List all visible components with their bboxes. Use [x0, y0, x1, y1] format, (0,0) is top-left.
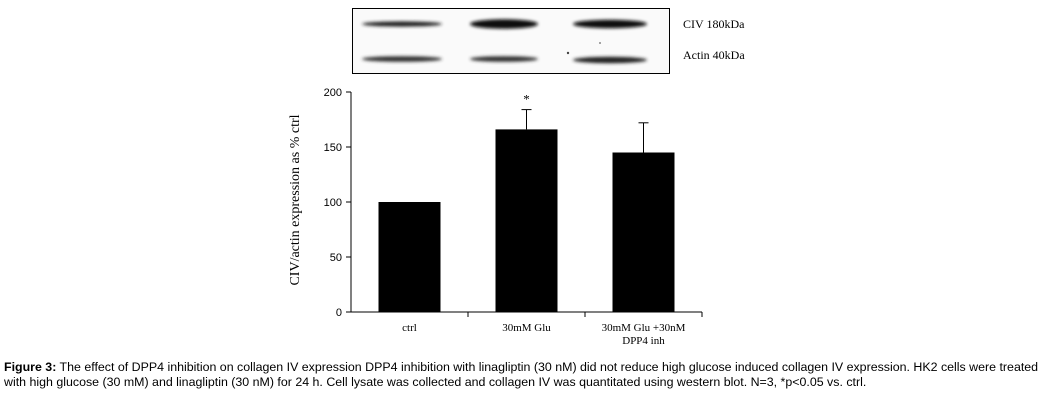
blot-label-actin: Actin 40kDa: [683, 48, 745, 62]
y-tick-label: 200: [324, 87, 342, 99]
figure-caption: Figure 3: The effect of DPP4 inhibition …: [4, 360, 1044, 390]
bar-chart: 0 50 100 150 200 ctrl * 30mM Glu 30mM Glu +30nMD…: [288, 87, 703, 347]
y-tick-label: 50: [330, 252, 342, 264]
caption-text: The effect of DPP4 inhibition on collage…: [4, 360, 1039, 389]
actin-band-ctrl: [362, 56, 442, 62]
x-category-label: DPP4 inh: [622, 335, 665, 347]
chart-layer: 0 50 100 150 200 ctrl * 30mM Glu 30mM Glu +30nMD…: [288, 87, 703, 347]
bar: [495, 129, 558, 312]
x-category-label: 30mM Glu +30nM: [602, 322, 686, 334]
blot-artifact: [566, 51, 570, 55]
x-category-label: ctrl: [402, 322, 417, 334]
y-axis-label: CIV/actin expression as % ctrl: [288, 114, 303, 285]
y-tick-label: 0: [336, 307, 342, 319]
y-tick-label: 150: [324, 142, 342, 154]
bar: [612, 152, 675, 312]
y-tick-label: 100: [324, 197, 342, 209]
actin-band-glu-dpp4: [573, 56, 647, 64]
bar: [378, 202, 441, 312]
significance-annotation: *: [523, 92, 530, 107]
civ-band-glu: [470, 19, 538, 29]
western-blot-panel: [352, 8, 670, 74]
blot-bands: [362, 19, 647, 64]
caption-label: Figure 3:: [4, 360, 57, 374]
civ-band-glu-dpp4: [573, 19, 647, 29]
actin-band-glu: [470, 56, 538, 62]
blot-artifact: [599, 42, 601, 44]
x-category-label: 30mM Glu: [502, 322, 551, 334]
blot-label-civ: CIV 180kDa: [683, 17, 745, 31]
civ-band-ctrl: [362, 21, 442, 27]
